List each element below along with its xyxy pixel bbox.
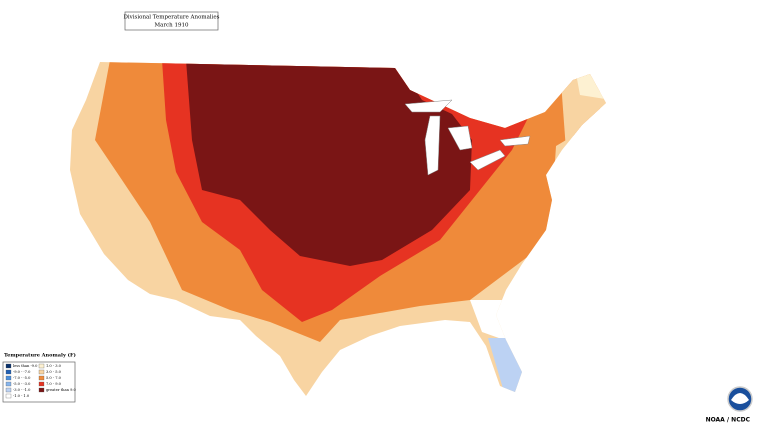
noaa-logo-bird [731,393,749,404]
legend-swatch [38,387,45,393]
subtitle: March 1910 [155,23,189,29]
legend-swatch [5,393,12,399]
credit: NOAA / NCDC [706,417,751,424]
legend-swatch [38,375,45,381]
title-box [124,11,219,31]
legend-swatch [38,381,45,387]
legend-swatch [5,363,12,369]
legend-label: -1.0 - 1.0 [13,394,30,398]
legend-label: 7.0 - 9.0 [46,382,62,386]
legend-label: -5.0 - -3.0 [13,382,31,386]
legend-label: -7.0 - -5.0 [13,376,31,380]
legend-swatch [38,363,45,369]
legend-title: Temperature Anomaly (F) [4,352,76,359]
legend-label: -3.0 - -1.0 [13,388,31,392]
legend-swatch [38,369,45,375]
legend-label: -9.0 - -7.0 [13,370,31,374]
legend: less than -9.0 -9.0 - -7.0 -7.0 - -5.0 -5.0… [5,363,77,399]
legend-label: 1.0 - 3.0 [46,364,62,368]
legend-label: 3.0 - 5.0 [46,370,62,374]
legend-swatch [5,381,12,387]
legend-swatch [5,375,12,381]
great-lakes [404,99,531,176]
legend-label: greater than 9.0 [46,388,77,392]
legend-swatch [5,387,12,393]
legend-label: 5.0 - 7.0 [46,376,62,380]
legend-label: less than -9.0 [13,364,38,368]
title: Divisional Temperature Anomalies [124,15,220,21]
legend-swatch [5,369,12,375]
region [186,62,472,266]
